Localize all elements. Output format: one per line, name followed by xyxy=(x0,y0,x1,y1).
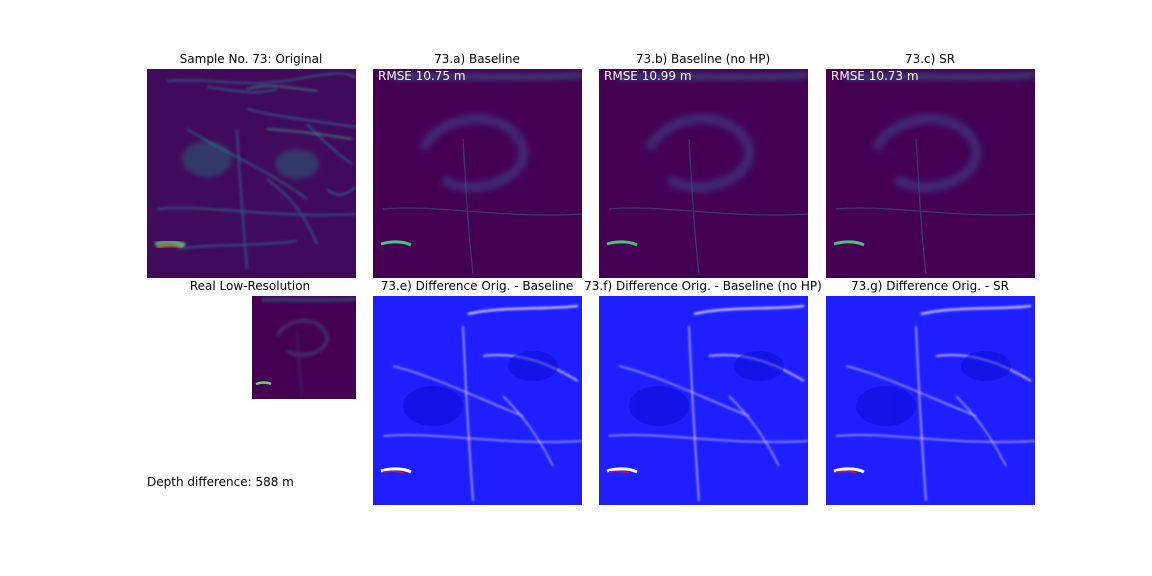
panel-title-lr: Real Low-Resolution xyxy=(189,279,311,293)
panel-title-original: Sample No. 73: Original xyxy=(179,52,323,66)
panel-f xyxy=(599,296,808,505)
difference-map-baseline xyxy=(373,296,582,505)
sr-height-map xyxy=(826,69,1035,278)
baseline-height-map xyxy=(373,69,582,278)
panel-c: RMSE 10.73 m xyxy=(826,69,1035,278)
panel-title-f: 73.f) Difference Orig. - Baseline (no HP… xyxy=(584,279,822,293)
panel-original xyxy=(147,69,356,278)
low-resolution-height-map xyxy=(252,296,356,399)
rmse-label-b: RMSE 10.99 m xyxy=(604,69,692,83)
panel-title-g: 73.g) Difference Orig. - SR xyxy=(851,279,1009,293)
panel-title-b: 73.b) Baseline (no HP) xyxy=(635,52,771,66)
depth-difference-label: Depth difference: 588 m xyxy=(147,475,294,489)
baseline-no-hp-height-map xyxy=(599,69,808,278)
rmse-label-c: RMSE 10.73 m xyxy=(831,69,919,83)
panel-g xyxy=(826,296,1035,505)
panel-b: RMSE 10.99 m xyxy=(599,69,808,278)
rmse-label-a: RMSE 10.75 m xyxy=(378,69,466,83)
difference-map-baseline-no-hp xyxy=(599,296,808,505)
panel-lr xyxy=(252,296,356,399)
difference-map-sr xyxy=(826,296,1035,505)
panel-a: RMSE 10.75 m xyxy=(373,69,582,278)
panel-title-e: 73.e) Difference Orig. - Baseline xyxy=(380,279,574,293)
original-height-map xyxy=(147,69,356,278)
panel-e xyxy=(373,296,582,505)
panel-title-c: 73.c) SR xyxy=(904,52,956,66)
panel-title-a: 73.a) Baseline xyxy=(434,52,520,66)
